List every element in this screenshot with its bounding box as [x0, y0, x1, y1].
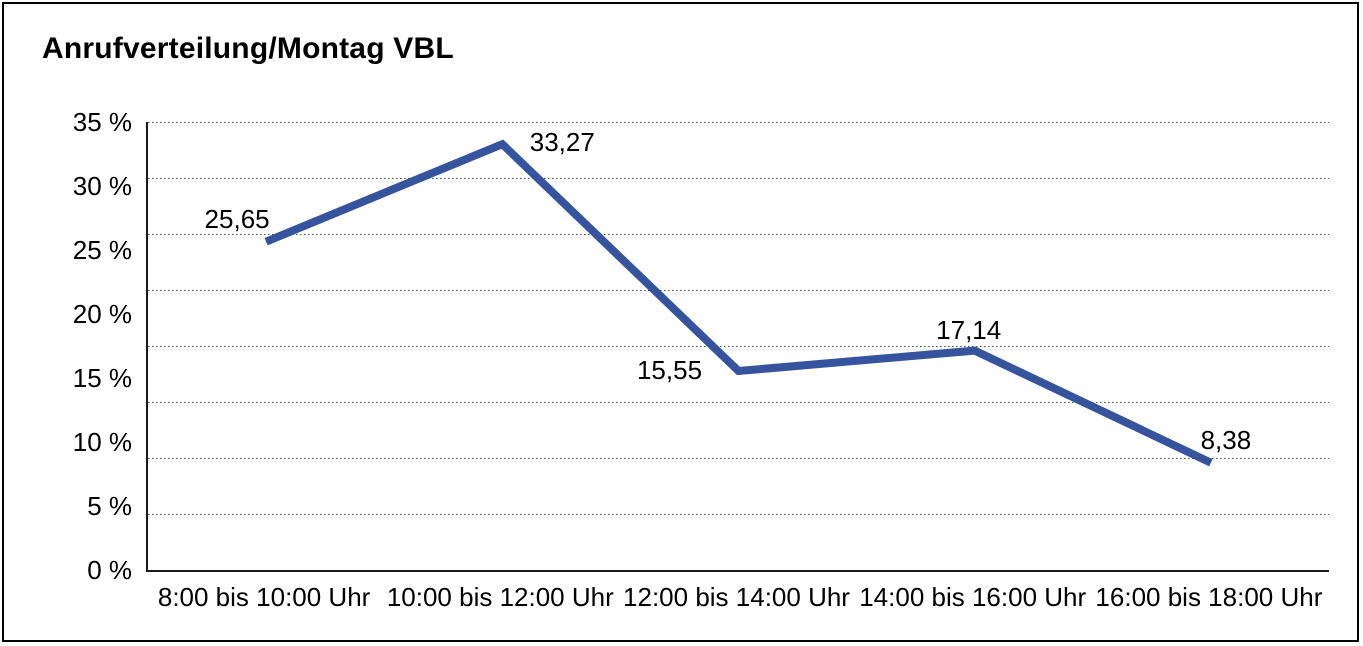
value-label: 17,14	[936, 314, 1002, 345]
chart-title: Anrufverteilung/Montag VBL	[42, 32, 454, 65]
y-tick-label: 25 %	[72, 235, 132, 265]
x-tick-label: 8:00 bis 10:00 Uhr	[157, 582, 371, 612]
gridline	[148, 514, 1329, 516]
y-tick-label: 30 %	[72, 171, 132, 201]
y-tick-label: 35 %	[72, 107, 132, 137]
y-tick-label: 10 %	[72, 427, 132, 457]
gridline	[148, 234, 1329, 236]
value-label: 8,38	[1200, 424, 1252, 455]
line-series	[264, 139, 1213, 467]
value-label: 33,27	[529, 127, 595, 158]
plot-area: 25,65 33,27 15,55 17,14 8,38	[146, 122, 1329, 572]
y-tick-label: 5 %	[87, 491, 132, 521]
gridline	[148, 122, 1329, 124]
gridline	[148, 178, 1329, 180]
x-tick-label: 14:00 bis 16:00 Uhr	[859, 582, 1087, 612]
data-line	[264, 139, 1213, 467]
x-tick-label: 10:00 bis 12:00 Uhr	[386, 582, 614, 612]
y-tick-label: 15 %	[72, 363, 132, 393]
value-label: 25,65	[204, 203, 270, 234]
x-tick-label: 12:00 bis 14:00 Uhr	[623, 582, 850, 612]
y-tick-label: 20 %	[72, 299, 132, 329]
value-label: 15,55	[636, 354, 703, 385]
gridline	[148, 290, 1329, 292]
x-tick-label: 16:00 bis 18:00 Uhr	[1095, 582, 1323, 612]
gridline	[148, 458, 1329, 460]
gridline	[148, 402, 1329, 404]
y-tick-label: 0 %	[87, 555, 132, 585]
gridline	[148, 346, 1329, 348]
